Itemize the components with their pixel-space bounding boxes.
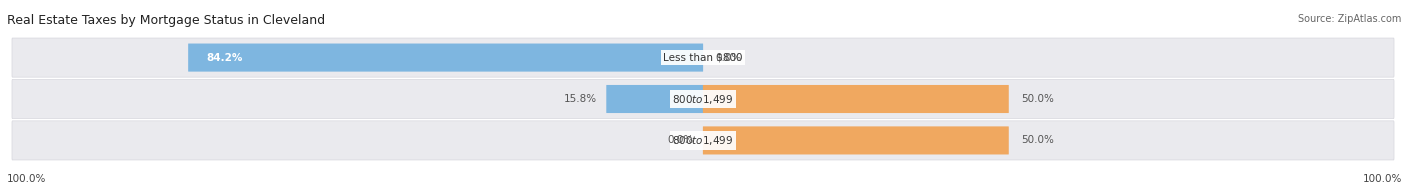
Text: Less than $800: Less than $800 xyxy=(664,53,742,63)
Text: $800 to $1,499: $800 to $1,499 xyxy=(672,134,734,147)
FancyBboxPatch shape xyxy=(13,121,1393,160)
FancyBboxPatch shape xyxy=(703,85,1008,113)
FancyBboxPatch shape xyxy=(13,38,1393,77)
FancyBboxPatch shape xyxy=(13,79,1393,119)
Text: 50.0%: 50.0% xyxy=(1021,94,1053,104)
FancyBboxPatch shape xyxy=(606,85,703,113)
Text: 0.0%: 0.0% xyxy=(716,53,741,63)
Text: 84.2%: 84.2% xyxy=(207,53,243,63)
Text: Real Estate Taxes by Mortgage Status in Cleveland: Real Estate Taxes by Mortgage Status in … xyxy=(7,14,325,27)
Text: 15.8%: 15.8% xyxy=(564,94,598,104)
Text: 100.0%: 100.0% xyxy=(1362,174,1402,184)
Text: 50.0%: 50.0% xyxy=(1021,136,1053,145)
FancyBboxPatch shape xyxy=(703,126,1008,154)
Text: $800 to $1,499: $800 to $1,499 xyxy=(672,92,734,105)
Text: Source: ZipAtlas.com: Source: ZipAtlas.com xyxy=(1298,14,1402,24)
Text: 100.0%: 100.0% xyxy=(7,174,46,184)
FancyBboxPatch shape xyxy=(188,43,703,72)
Text: 0.0%: 0.0% xyxy=(668,136,693,145)
